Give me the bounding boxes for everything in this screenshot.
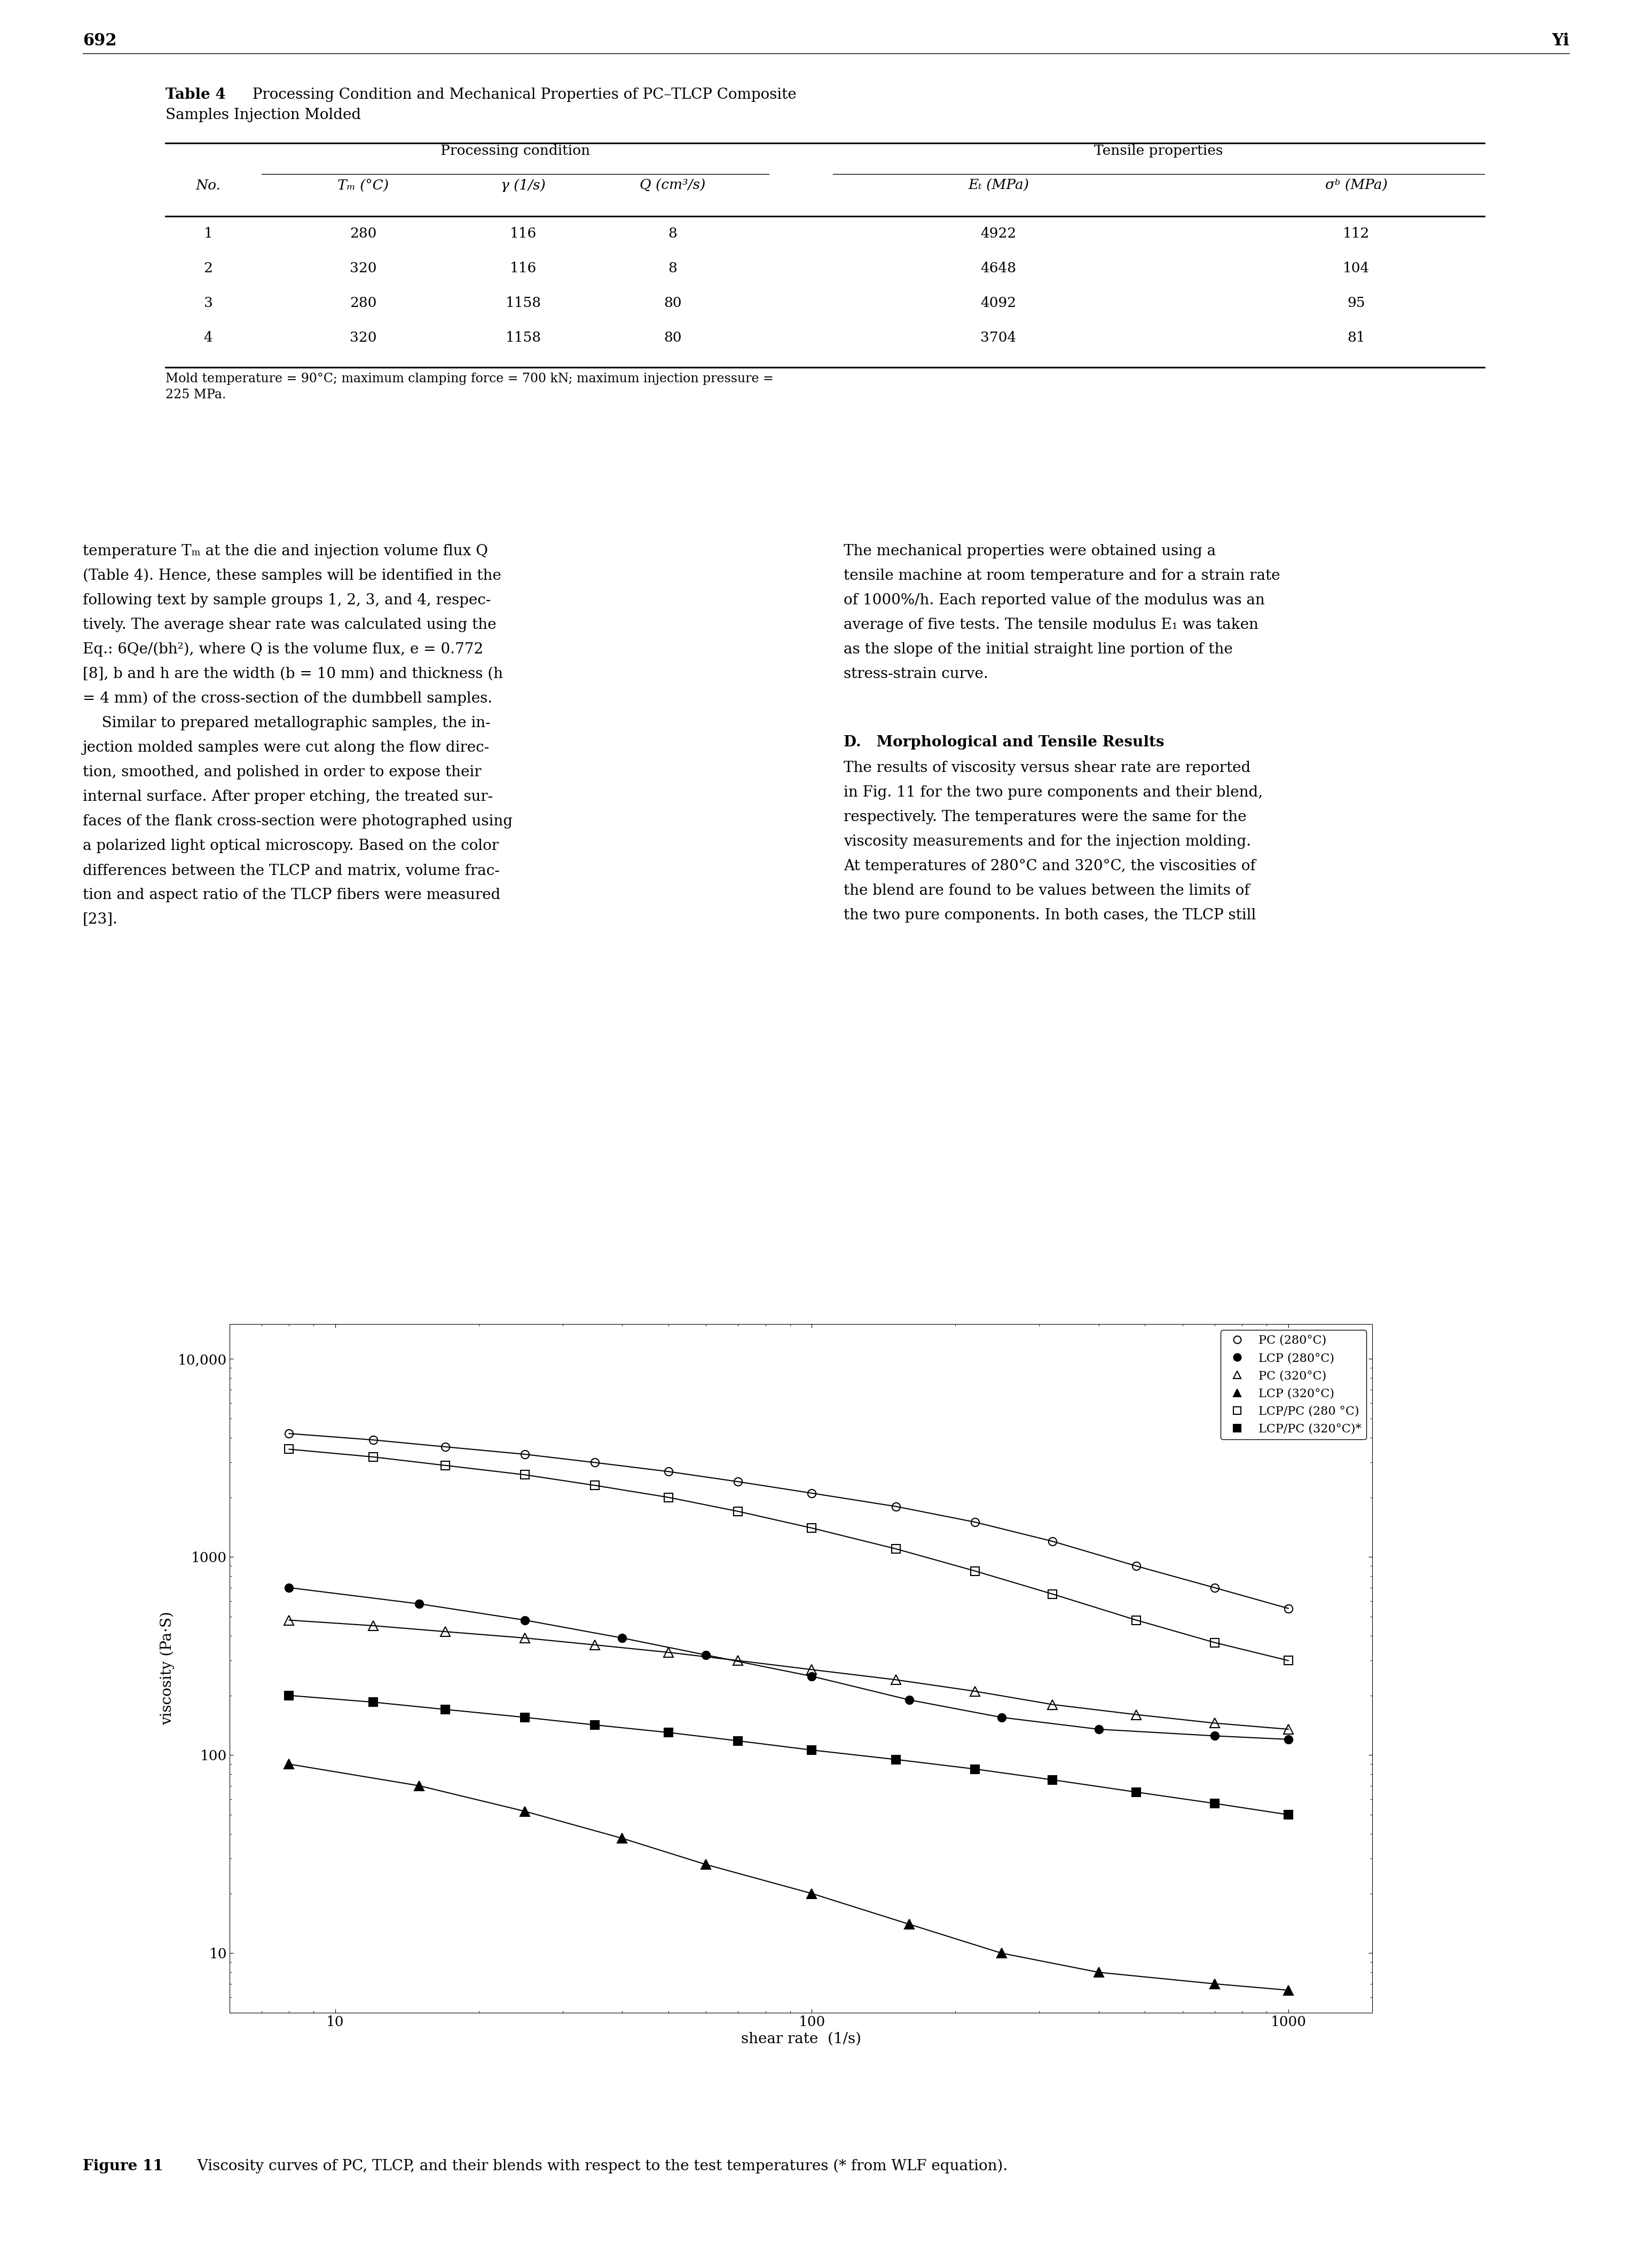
Text: 116: 116 [510,228,537,241]
Text: 280: 280 [350,297,377,309]
Text: [23].: [23]. [83,912,117,926]
Text: 3704: 3704 [981,331,1016,345]
Text: in Fig. 11 for the two pure components and their blend,: in Fig. 11 for the two pure components a… [844,786,1262,800]
Text: 320: 320 [350,261,377,275]
Text: Processing Condition and Mechanical Properties of PC–TLCP Composite: Processing Condition and Mechanical Prop… [243,88,796,101]
Text: stress-strain curve.: stress-strain curve. [844,667,988,680]
Text: 8: 8 [669,261,677,275]
Text: Viscosity curves of PC, TLCP, and their blends with respect to the test temperat: Viscosity curves of PC, TLCP, and their … [183,2158,1008,2174]
Text: σᵇ (MPa): σᵇ (MPa) [1325,178,1388,192]
Text: 4922: 4922 [981,228,1016,241]
Text: 81: 81 [1348,331,1365,345]
Text: The results of viscosity versus shear rate are reported: The results of viscosity versus shear ra… [844,762,1251,775]
Text: tion, smoothed, and polished in order to expose their: tion, smoothed, and polished in order to… [83,766,481,780]
Text: 95: 95 [1348,297,1365,309]
Text: = 4 mm) of the cross-section of the dumbbell samples.: = 4 mm) of the cross-section of the dumb… [83,692,492,705]
Text: Yi: Yi [1551,32,1569,50]
Text: 8: 8 [669,228,677,241]
Text: viscosity measurements and for the injection molding.: viscosity measurements and for the injec… [844,834,1251,849]
Text: Figure 11: Figure 11 [83,2158,164,2174]
Text: tion and aspect ratio of the TLCP fibers were measured: tion and aspect ratio of the TLCP fibers… [83,888,501,901]
Text: γ (1/s): γ (1/s) [501,178,545,192]
Text: 2: 2 [203,261,213,275]
Text: following text by sample groups 1, 2, 3, and 4, respec-: following text by sample groups 1, 2, 3,… [83,593,491,608]
X-axis label: shear rate  (1/s): shear rate (1/s) [740,2032,861,2046]
Text: 80: 80 [664,297,682,309]
Text: 280: 280 [350,228,377,241]
Text: temperature Tₘ at the die and injection volume flux Q: temperature Tₘ at the die and injection … [83,543,487,559]
Text: Table 4: Table 4 [165,88,226,101]
Text: No.: No. [195,178,221,192]
Text: At temperatures of 280°C and 320°C, the viscosities of: At temperatures of 280°C and 320°C, the … [844,858,1256,874]
Text: the blend are found to be values between the limits of: the blend are found to be values between… [844,883,1251,899]
Text: jection molded samples were cut along the flow direc-: jection molded samples were cut along th… [83,741,489,755]
Text: The mechanical properties were obtained using a: The mechanical properties were obtained … [844,543,1216,559]
Text: Processing condition: Processing condition [441,144,590,158]
Text: differences between the TLCP and matrix, volume frac-: differences between the TLCP and matrix,… [83,863,499,879]
Text: 1: 1 [203,228,213,241]
Text: tensile machine at room temperature and for a strain rate: tensile machine at room temperature and … [844,568,1280,584]
Text: Similar to prepared metallographic samples, the in-: Similar to prepared metallographic sampl… [83,716,491,730]
Text: internal surface. After proper etching, the treated sur-: internal surface. After proper etching, … [83,789,492,804]
Y-axis label: viscosity (Pa·S): viscosity (Pa·S) [160,1611,175,1726]
Text: Mold temperature = 90°C; maximum clamping force = 700 kN; maximum injection pres: Mold temperature = 90°C; maximum clampin… [165,372,773,385]
Text: a polarized light optical microscopy. Based on the color: a polarized light optical microscopy. Ba… [83,838,499,854]
Text: 112: 112 [1343,228,1370,241]
Text: 80: 80 [664,331,682,345]
Text: 1158: 1158 [506,331,542,345]
Text: Tensile properties: Tensile properties [1094,144,1222,158]
Text: 3: 3 [203,297,213,309]
Text: (Table 4). Hence, these samples will be identified in the: (Table 4). Hence, these samples will be … [83,568,501,584]
Text: Samples Injection Molded: Samples Injection Molded [165,108,362,122]
Text: Eₜ (MPa): Eₜ (MPa) [968,178,1029,192]
Text: average of five tests. The tensile modulus E₁ was taken: average of five tests. The tensile modul… [844,617,1259,633]
Text: respectively. The temperatures were the same for the: respectively. The temperatures were the … [844,809,1247,825]
Text: 4092: 4092 [981,297,1016,309]
Text: faces of the flank cross-section were photographed using: faces of the flank cross-section were ph… [83,813,512,829]
Text: 4: 4 [203,331,213,345]
Text: tively. The average shear rate was calculated using the: tively. The average shear rate was calcu… [83,617,496,633]
Text: 1158: 1158 [506,297,542,309]
Legend: PC (280°C), LCP (280°C), PC (320°C), LCP (320°C), LCP/PC (280 °C), LCP/PC (320°C: PC (280°C), LCP (280°C), PC (320°C), LCP… [1221,1329,1366,1440]
Text: 116: 116 [510,261,537,275]
Text: the two pure components. In both cases, the TLCP still: the two pure components. In both cases, … [844,908,1256,921]
Text: Q (cm³/s): Q (cm³/s) [639,178,705,192]
Text: 225 MPa.: 225 MPa. [165,390,226,401]
Text: 104: 104 [1343,261,1370,275]
Text: Tₘ (°C): Tₘ (°C) [337,178,388,192]
Text: D.   Morphological and Tensile Results: D. Morphological and Tensile Results [844,734,1165,750]
Text: Eq.: 6Qe/(bh²), where Q is the volume flux, e = 0.772: Eq.: 6Qe/(bh²), where Q is the volume fl… [83,642,484,656]
Text: as the slope of the initial straight line portion of the: as the slope of the initial straight lin… [844,642,1232,656]
Text: of 1000%/h. Each reported value of the modulus was an: of 1000%/h. Each reported value of the m… [844,593,1265,608]
Text: 4648: 4648 [981,261,1016,275]
Text: 692: 692 [83,32,117,50]
Text: [8], b and h are the width (b = 10 mm) and thickness (h: [8], b and h are the width (b = 10 mm) a… [83,667,502,680]
Text: 320: 320 [350,331,377,345]
